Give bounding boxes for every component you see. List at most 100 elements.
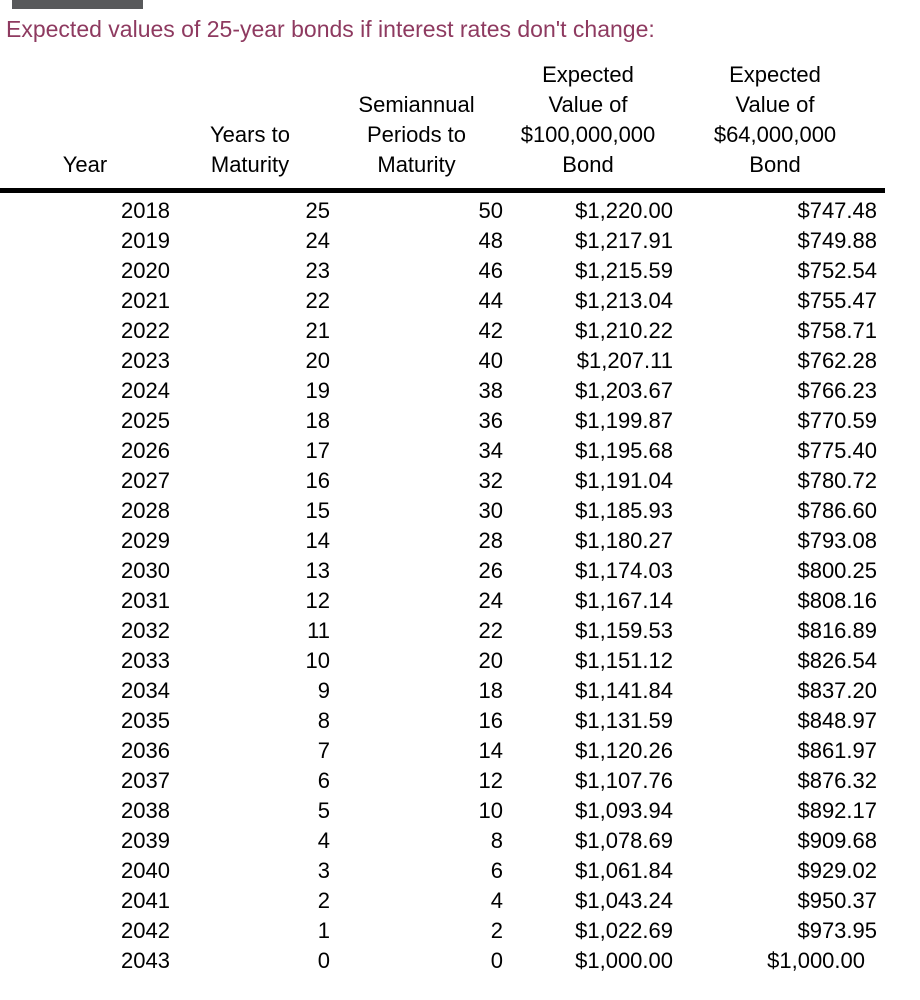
cell-year: 2026 <box>121 438 170 463</box>
cell-expected-value-64m-bond: $793.08 <box>797 528 877 553</box>
cell-expected-value-64m-bond: $973.95 <box>797 918 877 943</box>
cell-expected-value-100m-bond: $1,078.69 <box>575 828 673 853</box>
table-row: 2031 12 24 $1,167.14 $808.16 <box>0 586 885 616</box>
cell-semiannual-periods-to-maturity: 8 <box>490 828 503 853</box>
cell-year: 2032 <box>121 618 170 643</box>
cell-expected-value-64m-bond: $747.48 <box>797 198 877 223</box>
table-row: 2036 7 14 $1,120.26 $861.97 <box>0 736 885 766</box>
cell-expected-value-64m-bond: $800.25 <box>797 558 877 583</box>
cell-semiannual-periods-to-maturity: 4 <box>490 888 503 913</box>
table-row: 2038 5 10 $1,093.94 $892.17 <box>0 796 885 826</box>
cell-expected-value-100m-bond: $1,022.69 <box>575 918 673 943</box>
cell-semiannual-periods-to-maturity: 0 <box>490 948 503 973</box>
table-row: 2027 16 32 $1,191.04 $780.72 <box>0 466 885 496</box>
table-row: 2029 14 28 $1,180.27 $793.08 <box>0 526 885 556</box>
cell-expected-value-100m-bond: $1,141.84 <box>575 678 673 703</box>
cell-years-to-maturity: 8 <box>317 708 330 733</box>
table-row: 2034 9 18 $1,141.84 $837.20 <box>0 676 885 706</box>
cell-year: 2030 <box>121 558 170 583</box>
cell-year: 2042 <box>121 918 170 943</box>
cell-years-to-maturity: 0 <box>317 948 330 973</box>
cell-expected-value-64m-bond: $876.32 <box>797 768 877 793</box>
cell-year: 2019 <box>121 228 170 253</box>
cell-semiannual-periods-to-maturity: 24 <box>478 588 503 613</box>
table-row: 2042 1 2 $1,022.69 $973.95 <box>0 916 885 946</box>
cell-expected-value-64m-bond: $808.16 <box>797 588 877 613</box>
cell-years-to-maturity: 12 <box>305 588 330 613</box>
cell-semiannual-periods-to-maturity: 16 <box>478 708 503 733</box>
column-header-expected-value-100m: Expected Value of $100,000,000 Bond <box>503 60 673 193</box>
cell-year: 2041 <box>121 888 170 913</box>
column-header-year: Year <box>0 60 170 193</box>
cell-semiannual-periods-to-maturity: 18 <box>478 678 503 703</box>
table-row: 2041 2 4 $1,043.24 $950.37 <box>0 886 885 916</box>
cell-expected-value-100m-bond: $1,061.84 <box>575 858 673 883</box>
cell-years-to-maturity: 18 <box>305 408 330 433</box>
cell-years-to-maturity: 14 <box>305 528 330 553</box>
cell-years-to-maturity: 19 <box>305 378 330 403</box>
cell-expected-value-64m-bond: $837.20 <box>797 678 877 703</box>
table-row: 2020 23 46 $1,215.59 $752.54 <box>0 256 885 286</box>
page-title: Expected values of 25-year bonds if inte… <box>6 16 655 42</box>
cell-semiannual-periods-to-maturity: 36 <box>478 408 503 433</box>
cell-expected-value-100m-bond: $1,120.26 <box>575 738 673 763</box>
cell-expected-value-64m-bond: $1,000.00 <box>767 948 865 973</box>
table-row: 2037 6 12 $1,107.76 $876.32 <box>0 766 885 796</box>
cell-expected-value-100m-bond: $1,207.11 <box>576 348 673 373</box>
cell-year: 2029 <box>121 528 170 553</box>
cell-years-to-maturity: 20 <box>305 348 330 373</box>
cell-semiannual-periods-to-maturity: 14 <box>478 738 503 763</box>
cell-semiannual-periods-to-maturity: 48 <box>478 228 503 253</box>
cell-year: 2039 <box>121 828 170 853</box>
cell-semiannual-periods-to-maturity: 30 <box>478 498 503 523</box>
cell-expected-value-100m-bond: $1,199.87 <box>575 408 673 433</box>
cell-years-to-maturity: 11 <box>307 618 330 643</box>
table-row: 2043 0 0 $1,000.00 $1,000.00 <box>0 946 885 976</box>
cell-expected-value-64m-bond: $762.28 <box>797 348 877 373</box>
cell-semiannual-periods-to-maturity: 26 <box>478 558 503 583</box>
cell-expected-value-100m-bond: $1,151.12 <box>575 648 673 673</box>
cell-years-to-maturity: 16 <box>305 468 330 493</box>
cell-expected-value-64m-bond: $752.54 <box>797 258 877 283</box>
cell-year: 2027 <box>121 468 170 493</box>
table-row: 2023 20 40 $1,207.11 $762.28 <box>0 346 885 376</box>
cell-expected-value-64m-bond: $766.23 <box>797 378 877 403</box>
cell-expected-value-64m-bond: $929.02 <box>797 858 877 883</box>
table-header: Year Years to Maturity Semiannual Period… <box>0 60 885 193</box>
cell-semiannual-periods-to-maturity: 12 <box>478 768 503 793</box>
cell-years-to-maturity: 10 <box>305 648 330 673</box>
cell-year: 2022 <box>121 318 170 343</box>
cell-expected-value-100m-bond: $1,191.04 <box>575 468 673 493</box>
table-row: 2022 21 42 $1,210.22 $758.71 <box>0 316 885 346</box>
cell-years-to-maturity: 7 <box>317 738 330 763</box>
cell-semiannual-periods-to-maturity: 10 <box>478 798 503 823</box>
cell-years-to-maturity: 2 <box>317 888 330 913</box>
cell-years-to-maturity: 9 <box>317 678 330 703</box>
cell-expected-value-100m-bond: $1,174.03 <box>575 558 673 583</box>
cell-year: 2040 <box>121 858 170 883</box>
cell-expected-value-64m-bond: $758.71 <box>797 318 877 343</box>
cell-expected-value-100m-bond: $1,131.59 <box>575 708 673 733</box>
cell-expected-value-64m-bond: $950.37 <box>797 888 877 913</box>
cell-year: 2025 <box>121 408 170 433</box>
table-row: 2028 15 30 $1,185.93 $786.60 <box>0 496 885 526</box>
cell-years-to-maturity: 5 <box>317 798 330 823</box>
cell-year: 2021 <box>121 288 170 313</box>
cell-semiannual-periods-to-maturity: 42 <box>478 318 503 343</box>
cell-years-to-maturity: 22 <box>305 288 330 313</box>
cell-expected-value-64m-bond: $816.89 <box>797 618 877 643</box>
cell-year: 2024 <box>121 378 170 403</box>
cell-year: 2035 <box>121 708 170 733</box>
cell-semiannual-periods-to-maturity: 22 <box>478 618 503 643</box>
cropped-toolbar-fragment <box>12 0 143 9</box>
cell-expected-value-64m-bond: $786.60 <box>797 498 877 523</box>
cell-expected-value-64m-bond: $749.88 <box>797 228 877 253</box>
cell-expected-value-100m-bond: $1,195.68 <box>575 438 673 463</box>
cell-expected-value-64m-bond: $775.40 <box>797 438 877 463</box>
cell-expected-value-64m-bond: $848.97 <box>797 708 877 733</box>
cell-expected-value-64m-bond: $755.47 <box>797 288 877 313</box>
cell-years-to-maturity: 6 <box>317 768 330 793</box>
cell-expected-value-64m-bond: $861.97 <box>797 738 877 763</box>
cell-expected-value-100m-bond: $1,203.67 <box>575 378 673 403</box>
cell-year: 2028 <box>121 498 170 523</box>
